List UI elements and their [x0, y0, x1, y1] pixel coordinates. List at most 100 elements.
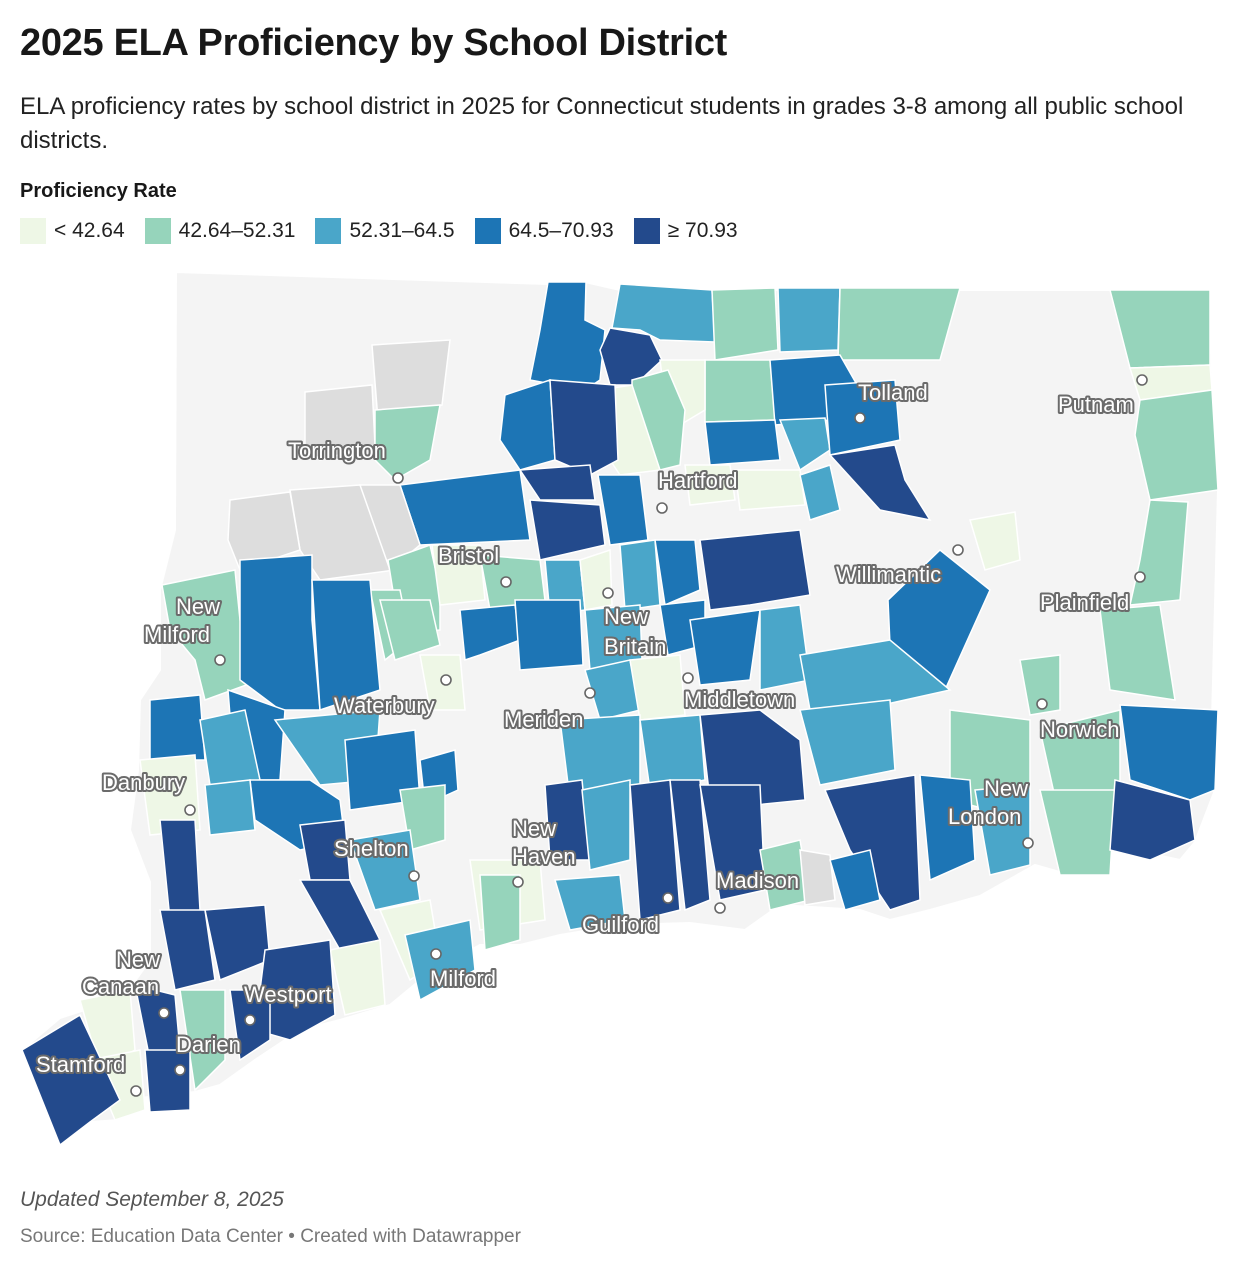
district-region[interactable]: [699, 529, 811, 611]
city-label: Torrington: [288, 438, 386, 463]
district-region[interactable]: [459, 604, 521, 662]
district-region[interactable]: [514, 599, 584, 671]
legend-swatch: [633, 218, 660, 244]
district-region[interactable]: [374, 404, 441, 481]
district-region[interactable]: [239, 554, 321, 711]
district-region[interactable]: [629, 779, 681, 921]
district-region[interactable]: [777, 287, 841, 353]
district-region[interactable]: [684, 464, 736, 506]
district-region[interactable]: [629, 654, 686, 721]
district-region[interactable]: [329, 939, 386, 1016]
district-region[interactable]: [887, 549, 991, 692]
city-dot: [244, 1014, 256, 1026]
city-dot: [392, 472, 404, 484]
district-region[interactable]: [823, 774, 921, 911]
district-region[interactable]: [21, 1013, 121, 1147]
district-region[interactable]: [311, 579, 381, 712]
city-dot: [184, 804, 196, 816]
district-region[interactable]: [669, 779, 711, 912]
city-label: Meriden: [504, 707, 583, 732]
city-label: Hartford: [658, 468, 737, 493]
legend-item: 42.64–52.31: [144, 218, 295, 244]
district-region[interactable]: [1134, 389, 1219, 501]
district-region[interactable]: [654, 539, 701, 607]
city-dot: [500, 576, 512, 588]
district-region[interactable]: [704, 419, 781, 466]
district-region[interactable]: [799, 849, 836, 906]
district-region[interactable]: [431, 544, 486, 606]
district-region[interactable]: [974, 784, 1031, 876]
city-label: Haven: [512, 844, 576, 869]
district-region[interactable]: [689, 609, 761, 686]
city-dot: [158, 1007, 170, 1019]
district-shapes: [21, 281, 1219, 1147]
district-region[interactable]: [639, 714, 706, 791]
district-region[interactable]: [204, 779, 256, 836]
district-region[interactable]: [529, 499, 606, 561]
legend-swatch: [20, 218, 46, 244]
district-region[interactable]: [379, 599, 441, 661]
city-dot: [602, 587, 614, 599]
district-region[interactable]: [829, 849, 881, 911]
city-label: Willimantic: [836, 562, 941, 587]
district-region[interactable]: [799, 464, 841, 521]
district-region[interactable]: [1019, 654, 1061, 716]
city-dot: [130, 1085, 142, 1097]
district-region[interactable]: [699, 784, 766, 901]
district-region[interactable]: [404, 919, 476, 1002]
district-region[interactable]: [529, 281, 606, 391]
district-region[interactable]: [348, 829, 421, 911]
district-region[interactable]: [799, 639, 952, 711]
district-region[interactable]: [711, 287, 779, 361]
district-region[interactable]: [159, 909, 216, 991]
city-dot: [584, 687, 596, 699]
legend-swatch: [474, 218, 501, 244]
district-region[interactable]: [969, 511, 1021, 571]
district-region[interactable]: [579, 548, 613, 611]
city-dot: [854, 412, 866, 424]
district-region[interactable]: [499, 378, 556, 471]
district-region[interactable]: [139, 754, 201, 836]
city-dot: [1022, 837, 1034, 849]
district-region[interactable]: [144, 1049, 191, 1113]
district-region[interactable]: [479, 874, 521, 951]
map-title: 2025 ELA Proficiency by School District: [20, 22, 728, 64]
district-region[interactable]: [1039, 789, 1116, 876]
district-region[interactable]: [704, 359, 776, 423]
district-region[interactable]: [734, 469, 806, 511]
district-region[interactable]: [597, 474, 649, 546]
district-region[interactable]: [161, 569, 261, 701]
district-region[interactable]: [1109, 779, 1196, 861]
connecticut-district-map: Torrington Hartford Tolland Putnam Bristol Wi…: [20, 270, 1220, 1147]
district-region[interactable]: [149, 694, 206, 761]
city-dot: [1134, 571, 1146, 583]
district-region[interactable]: [371, 339, 451, 421]
district-region[interactable]: [549, 379, 619, 476]
district-region[interactable]: [619, 539, 661, 611]
city-label: Westport: [244, 982, 332, 1007]
district-region[interactable]: [581, 779, 631, 871]
city-dot: [214, 654, 226, 666]
city-label: Guilford: [582, 912, 659, 937]
city-label: London: [948, 804, 1021, 829]
district-region[interactable]: [554, 874, 626, 931]
district-region[interactable]: [799, 699, 896, 786]
district-region[interactable]: [1099, 604, 1176, 701]
district-region[interactable]: [1119, 704, 1219, 801]
city-dot: [408, 870, 420, 882]
district-region[interactable]: [358, 484, 421, 572]
legend-swatch: [144, 218, 171, 244]
district-region[interactable]: [304, 384, 376, 461]
legend-item: < 42.64: [20, 218, 125, 244]
district-region[interactable]: [919, 774, 976, 882]
city-dot: [656, 502, 668, 514]
city-label: Danbury: [102, 770, 185, 795]
city-dot: [174, 1064, 186, 1076]
city-label: New: [512, 816, 556, 841]
district-region[interactable]: [828, 444, 932, 522]
city-label: New: [116, 947, 160, 972]
updated-date: Updated September 8, 2025: [20, 1188, 284, 1211]
district-region[interactable]: [518, 464, 596, 501]
city-label: Milford: [144, 622, 210, 647]
district-region[interactable]: [837, 287, 961, 361]
